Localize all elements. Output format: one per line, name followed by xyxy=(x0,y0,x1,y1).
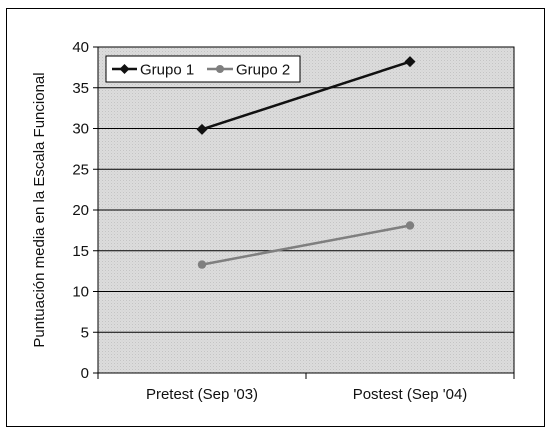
y-tick-label: 30 xyxy=(72,121,89,138)
x-tick-label: Pretest (Sep '03) xyxy=(146,386,258,403)
series-line-1 xyxy=(201,60,411,131)
y-tick-label: 15 xyxy=(72,243,89,260)
data-point-diamond xyxy=(196,123,208,135)
data-point-circle xyxy=(405,221,415,230)
y-tick-label: 25 xyxy=(72,161,89,178)
y-tick-label: 20 xyxy=(72,202,89,219)
y-tick-label: 40 xyxy=(72,39,89,56)
legend-label-grupo-1: Grupo 1 xyxy=(140,62,194,79)
y-tick-label: 5 xyxy=(81,324,89,341)
axes xyxy=(93,46,515,379)
legend-diamond-marker-icon xyxy=(119,64,130,74)
gridlines xyxy=(98,46,514,333)
series-line-2 xyxy=(201,224,411,266)
data-point-diamond xyxy=(404,56,416,68)
legend-box xyxy=(105,55,301,83)
legend-circle-marker-icon xyxy=(216,65,224,73)
tick-labels: 0 5 10 15 20 25 30 35 40 Pretest (Sep '03) Postest… xyxy=(72,39,467,403)
y-tick-label: 0 xyxy=(81,365,89,382)
y-tick-label: 35 xyxy=(72,80,89,97)
y-tick-label: 10 xyxy=(72,284,89,301)
series-layer xyxy=(196,56,416,269)
legend-label-grupo-2: Grupo 2 xyxy=(236,62,290,79)
y-axis-label: Puntuación media en la Escala Funcional xyxy=(31,72,48,347)
data-point-circle xyxy=(197,260,207,269)
legend: Grupo 1 Grupo 2 xyxy=(105,55,301,83)
x-tick-label: Postest (Sep '04) xyxy=(353,386,468,403)
